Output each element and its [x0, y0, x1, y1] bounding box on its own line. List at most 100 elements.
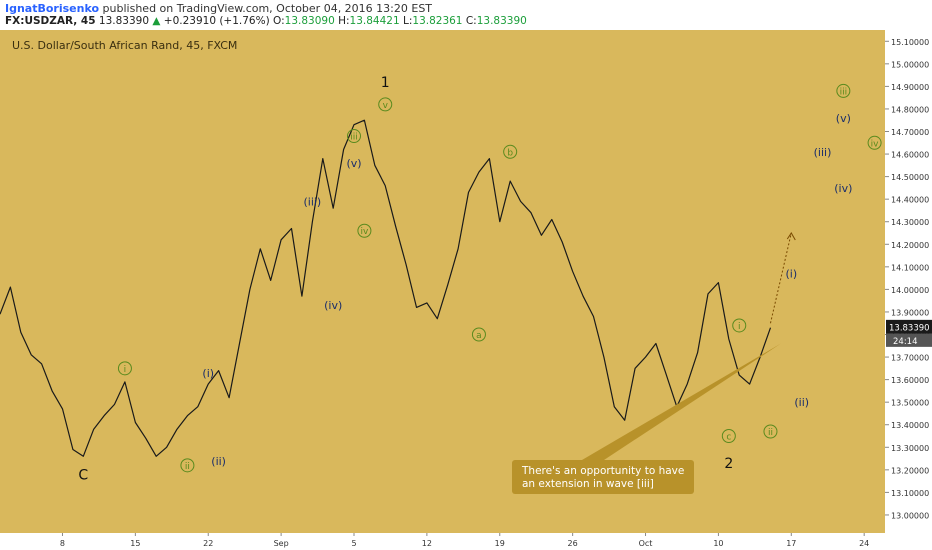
- callout-text: an extension in wave [iii]: [522, 478, 654, 490]
- y-tick-label: 14.30000: [891, 218, 929, 227]
- wave-label: 1: [381, 75, 390, 91]
- y-tick-label: 13.40000: [891, 421, 929, 430]
- price-axis[interactable]: [885, 30, 932, 533]
- x-tick-label: 26: [568, 539, 578, 548]
- x-tick-label: 24: [859, 539, 869, 548]
- wave-label: (iv): [834, 182, 852, 195]
- price-change: +0.23910 (+1.76%): [163, 15, 270, 27]
- wave-label-text: (iii): [814, 146, 832, 159]
- x-tick-label: 19: [495, 539, 505, 548]
- projection-line: [769, 232, 792, 324]
- wave-label-text: (ii): [211, 455, 226, 468]
- y-tick-label: 14.50000: [891, 173, 929, 182]
- wave-label-circle: [357, 223, 372, 238]
- x-tick-label: 15: [130, 539, 140, 548]
- last-price-text: 13.83390: [889, 323, 930, 333]
- wave-label-circle: [732, 318, 747, 333]
- open-value: 13.83090: [284, 15, 335, 27]
- wave-label: (i): [785, 268, 797, 281]
- wave-label-text: iv: [871, 139, 880, 149]
- wave-label: (i): [202, 367, 214, 380]
- y-tick-label: 13.30000: [891, 444, 929, 453]
- wave-label: (v): [836, 112, 851, 125]
- x-tick-label: Oct: [639, 539, 653, 548]
- plot-background: [0, 30, 885, 533]
- wave-label-text: iii: [350, 133, 358, 143]
- wave-label-circle: [763, 424, 778, 439]
- last-price: 13.83390: [98, 15, 150, 27]
- wave-label-circle: [721, 429, 736, 444]
- symbol-label: FX:USDZAR, 45: [5, 15, 96, 27]
- time-axis[interactable]: [0, 533, 932, 550]
- wave-label: 2: [724, 456, 733, 472]
- wave-label-circle: [347, 129, 361, 144]
- wave-label-text: (v): [346, 157, 361, 170]
- published-info: published on TradingView.com, October 04…: [102, 2, 433, 15]
- wave-label: (iv): [324, 299, 342, 312]
- wave-label-circle: [117, 361, 132, 376]
- wave-label: i: [117, 361, 132, 376]
- wave-label-text: 1: [381, 75, 390, 91]
- ohlc-line: FX:USDZAR, 45 13.83390 ▲ +0.23910 (+1.76…: [5, 15, 527, 27]
- price-series: [0, 119, 772, 457]
- price-line: [0, 119, 772, 457]
- wave-label-text: a: [476, 331, 482, 341]
- wave-label-text: iv: [360, 227, 369, 237]
- wave-label-text: (iv): [834, 182, 852, 195]
- callout-box: [512, 460, 694, 494]
- countdown-box: [886, 333, 932, 347]
- wave-label-circle: [503, 144, 518, 159]
- y-tick-label: 14.60000: [891, 151, 929, 160]
- wave-label: iv: [867, 135, 882, 150]
- y-tick-label: 15.10000: [891, 38, 929, 47]
- wave-label: iii: [347, 129, 361, 144]
- wave-label: ii: [180, 458, 195, 473]
- wave-label-circle: [471, 327, 486, 342]
- wave-label: (iii): [303, 195, 321, 208]
- projection-head: [786, 232, 796, 241]
- wave-label: (ii): [211, 455, 226, 468]
- wave-labels: Ciii(i)(ii)(iii)(iv)iii(v)ivv1abc2iii(i)…: [78, 75, 882, 483]
- x-tick-label: 17: [786, 539, 796, 548]
- y-tick-label: 14.20000: [891, 241, 929, 250]
- close-value: 13.83390: [476, 15, 527, 27]
- wave-label: i: [732, 318, 747, 333]
- y-tick-label: 14.70000: [891, 128, 929, 137]
- low-value: 13.82361: [412, 15, 463, 27]
- last-price-box: [886, 319, 932, 334]
- publication-header: IgnatBorisenko published on TradingView.…: [0, 0, 932, 30]
- callout-pointer: [582, 343, 781, 460]
- high-label: H:: [338, 15, 350, 27]
- wave-label-text: ii: [768, 428, 773, 438]
- wave-label-text: i: [738, 322, 741, 332]
- x-tick-label: 10: [713, 539, 723, 548]
- up-arrow-icon: ▲: [152, 15, 161, 27]
- y-tick-label: 14.40000: [891, 196, 929, 205]
- wave-label: ii: [763, 424, 778, 439]
- wave-label: v: [378, 97, 393, 112]
- y-tick-label: 14.80000: [891, 105, 929, 114]
- wave-label-text: (i): [785, 268, 797, 281]
- wave-label: iii: [836, 83, 851, 98]
- x-axis-ticks: 8 15 22 Sep 5 12 19 26 Oct 10 17 24: [60, 533, 869, 548]
- y-tick-label: 13.90000: [891, 308, 929, 317]
- wave-label-circle: [836, 83, 851, 98]
- last-price-tag: 13.83390 24:14: [886, 319, 932, 347]
- close-label: C:: [465, 15, 477, 27]
- author-link[interactable]: IgnatBorisenko: [5, 2, 100, 15]
- low-label: L:: [403, 15, 413, 27]
- wave-label-text: 2: [724, 456, 733, 472]
- wave-label: a: [471, 327, 486, 342]
- y-tick-label: 14.10000: [891, 263, 929, 272]
- x-tick-label: 8: [60, 539, 65, 548]
- y-tick-label: 15.00000: [891, 60, 929, 69]
- wave-label-text: iii: [840, 87, 848, 97]
- x-tick-label: 5: [351, 539, 356, 548]
- wave-label-text: C: [78, 467, 88, 483]
- price-chart[interactable]: U.S. Dollar/South African Rand, 45, FXCM…: [0, 30, 932, 550]
- y-tick-label: 13.50000: [891, 399, 929, 408]
- y-tick-label: 13.00000: [891, 511, 929, 520]
- y-tick-label: 14.90000: [891, 83, 929, 92]
- high-value: 13.84421: [349, 15, 400, 27]
